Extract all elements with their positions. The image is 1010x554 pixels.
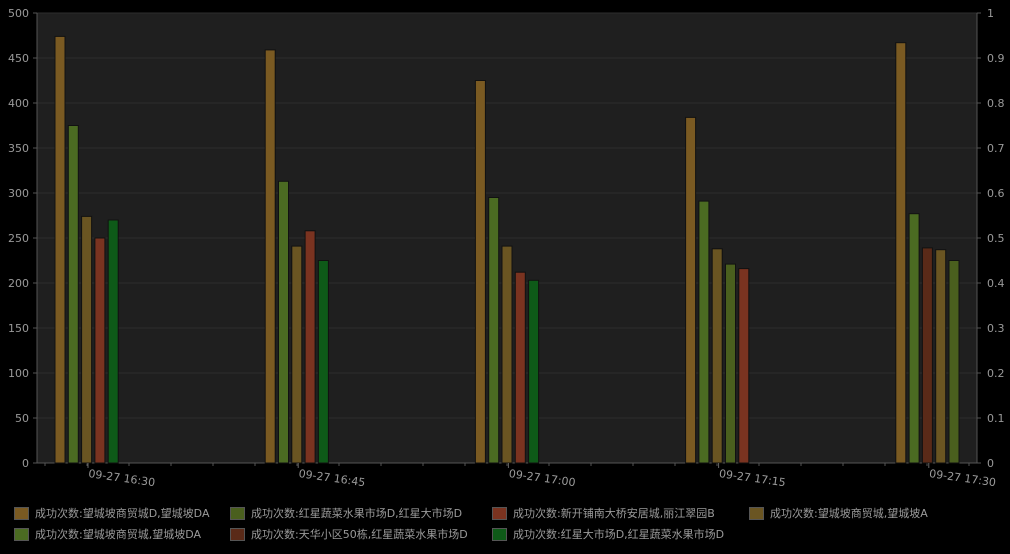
bar xyxy=(698,200,710,464)
y-tick-label: 450 xyxy=(8,52,29,65)
bar xyxy=(921,247,933,464)
bar xyxy=(514,271,526,464)
legend-swatch xyxy=(492,506,507,520)
bar xyxy=(107,219,119,464)
y-tick-label: 0 xyxy=(22,457,29,470)
y2-tick-label: 0.2 xyxy=(987,367,1005,380)
legend: 成功次数:望城坡商贸城D,望城坡DA 成功次数:红星蔬菜水果市场D,红星大市场D 成… xyxy=(14,503,1004,547)
x-tick-label: 09-27 17:30 xyxy=(928,467,996,489)
y-tick-label: 200 xyxy=(8,277,29,290)
x-tick-label: 09-27 16:45 xyxy=(298,467,366,489)
y2-tick-label: 0 xyxy=(987,457,994,470)
x-tick-label: 09-27 16:30 xyxy=(88,467,156,489)
legend-item: 成功次数:红星大市场D,红星蔬菜水果市场D xyxy=(492,524,724,544)
legend-swatch xyxy=(230,506,245,520)
bar xyxy=(264,49,276,464)
bar xyxy=(67,125,79,464)
bar xyxy=(948,260,960,464)
legend-label: 成功次数:红星蔬菜水果市场D,红星大市场D xyxy=(251,507,463,520)
bar xyxy=(908,213,920,464)
y-tick-label: 50 xyxy=(15,412,29,425)
bar-chart: 0 50 100 150 200 250 300 350 400 450 500 0 0.1 0.2 0.3… xyxy=(8,7,1005,489)
y-tick-label: 350 xyxy=(8,142,29,155)
y2-tick-label: 1 xyxy=(987,7,994,20)
bar xyxy=(474,80,486,464)
legend-label: 成功次数:望城坡商贸城,望城坡DA xyxy=(35,528,202,541)
legend-item: 成功次数:天华小区50栋,红星蔬菜水果市场D xyxy=(230,524,468,544)
y2-tick-label: 0.8 xyxy=(987,97,1005,110)
bar xyxy=(304,230,316,464)
y2-tick-label: 0.3 xyxy=(987,322,1005,335)
legend-swatch xyxy=(14,506,29,520)
legend-label: 成功次数:天华小区50栋,红星蔬菜水果市场D xyxy=(251,528,468,541)
y2-tick-label: 0.9 xyxy=(987,52,1005,65)
y2-tick-label: 0.5 xyxy=(987,232,1005,245)
legend-swatch xyxy=(14,527,29,541)
legend-label: 成功次数:红星大市场D,红星蔬菜水果市场D xyxy=(513,528,725,541)
legend-item: 成功次数:新开铺南大桥安居城,丽江翠园B xyxy=(492,503,715,523)
y-tick-label: 300 xyxy=(8,187,29,200)
bar xyxy=(685,116,697,464)
legend-item: 成功次数:望城坡商贸城,望城坡DA xyxy=(14,524,201,544)
bar xyxy=(317,260,329,464)
y-tick-label: 400 xyxy=(8,97,29,110)
legend-label: 成功次数:新开铺南大桥安居城,丽江翠园B xyxy=(513,507,715,520)
bar xyxy=(895,42,907,464)
legend-item: 成功次数:红星蔬菜水果市场D,红星大市场D xyxy=(230,503,462,523)
y-tick-label: 250 xyxy=(8,232,29,245)
legend-swatch xyxy=(492,527,507,541)
y2-tick-label: 0.1 xyxy=(987,412,1005,425)
y2-tick-label: 0.4 xyxy=(987,277,1005,290)
legend-label: 成功次数:望城坡商贸城,望城坡A xyxy=(770,507,928,520)
x-tick-label: 09-27 17:15 xyxy=(718,467,786,489)
x-tick-label: 09-27 17:00 xyxy=(508,467,576,489)
bar xyxy=(711,248,723,464)
y-tick-label: 100 xyxy=(8,367,29,380)
bar xyxy=(291,245,303,464)
legend-item: 成功次数:望城坡商贸城,望城坡A xyxy=(749,503,928,523)
bar xyxy=(54,35,66,464)
legend-swatch xyxy=(749,506,764,520)
bar xyxy=(81,215,93,464)
bar xyxy=(278,180,289,464)
legend-label: 成功次数:望城坡商贸城D,望城坡DA xyxy=(35,507,210,520)
bar xyxy=(738,268,750,464)
bar xyxy=(528,279,540,464)
y2-tick-label: 0.7 xyxy=(987,142,1005,155)
y-tick-label: 500 xyxy=(8,7,29,20)
bar xyxy=(488,197,500,464)
bar xyxy=(725,263,736,464)
bar xyxy=(94,237,106,464)
legend-item: 成功次数:望城坡商贸城D,望城坡DA xyxy=(14,503,209,523)
y2-tick-label: 0.6 xyxy=(987,187,1005,200)
legend-swatch xyxy=(230,527,245,541)
y-tick-label: 150 xyxy=(8,322,29,335)
bar xyxy=(501,245,513,464)
bar xyxy=(935,249,947,464)
